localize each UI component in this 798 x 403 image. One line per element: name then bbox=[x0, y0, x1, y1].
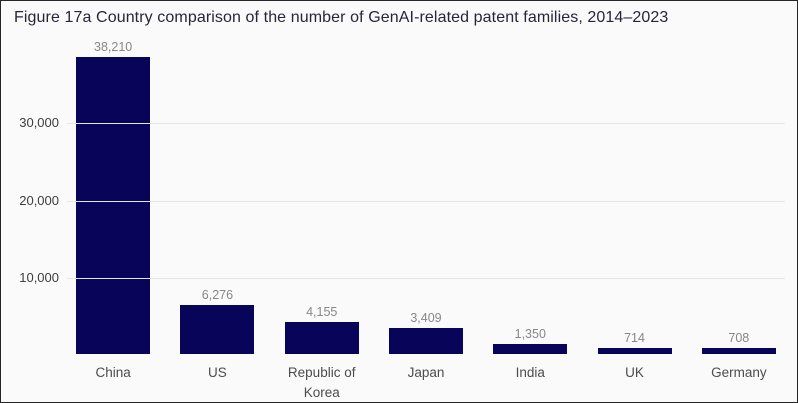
x-axis-labels: China US Republic of Korea Japan India UK Germ… bbox=[61, 363, 791, 402]
x-axis-label: China bbox=[95, 365, 131, 380]
x-axis-label: Japan bbox=[407, 365, 445, 380]
bar bbox=[180, 305, 255, 354]
figure-title: Figure 17a Country comparison of the num… bbox=[14, 9, 669, 26]
bar bbox=[597, 348, 672, 354]
y-axis-tick-label: 10,000 bbox=[19, 270, 59, 285]
bar bbox=[284, 322, 359, 354]
x-label-cell: India bbox=[478, 363, 582, 383]
bar-value-label: 714 bbox=[624, 331, 645, 345]
x-label-cell: Germany bbox=[687, 363, 791, 383]
bar-column: 1,350 bbox=[478, 327, 582, 354]
y-axis-tick-label: 30,000 bbox=[19, 115, 59, 130]
bar bbox=[493, 344, 568, 354]
bar bbox=[388, 328, 463, 354]
bars-container: 38,210 6,276 4,155 3,409 1,350 714 708 bbox=[61, 40, 791, 354]
x-axis-label: UK bbox=[625, 365, 644, 380]
gridline bbox=[67, 123, 785, 124]
bar-column: 38,210 bbox=[61, 40, 165, 354]
bar bbox=[76, 57, 151, 354]
bar-value-label: 3,409 bbox=[410, 311, 442, 325]
bar-value-label: 6,276 bbox=[201, 288, 234, 302]
x-label-cell: US bbox=[165, 363, 269, 383]
bar-column: 6,276 bbox=[165, 288, 269, 354]
x-axis-label: Republic of Korea bbox=[287, 365, 356, 400]
x-axis-label: US bbox=[208, 365, 227, 380]
x-axis-label: India bbox=[515, 365, 545, 380]
x-label-cell: Japan bbox=[374, 363, 478, 383]
gridline bbox=[67, 201, 785, 202]
bar bbox=[701, 348, 776, 354]
bar-value-label: 38,210 bbox=[94, 40, 133, 54]
y-axis-tick-label: 20,000 bbox=[19, 193, 59, 208]
bar-column: 4,155 bbox=[270, 305, 374, 354]
bar-value-label: 4,155 bbox=[306, 305, 338, 319]
bar-value-label: 708 bbox=[728, 331, 750, 345]
bar-column: 708 bbox=[687, 331, 791, 354]
bar-column: 3,409 bbox=[374, 311, 478, 354]
x-label-cell: UK bbox=[582, 363, 686, 383]
gridline bbox=[67, 278, 785, 279]
x-axis-label: Germany bbox=[711, 365, 767, 380]
bar-column: 714 bbox=[582, 331, 686, 354]
bar-value-label: 1,350 bbox=[514, 327, 546, 341]
x-label-cell: Republic of Korea bbox=[270, 363, 374, 402]
x-label-cell: China bbox=[61, 363, 165, 383]
